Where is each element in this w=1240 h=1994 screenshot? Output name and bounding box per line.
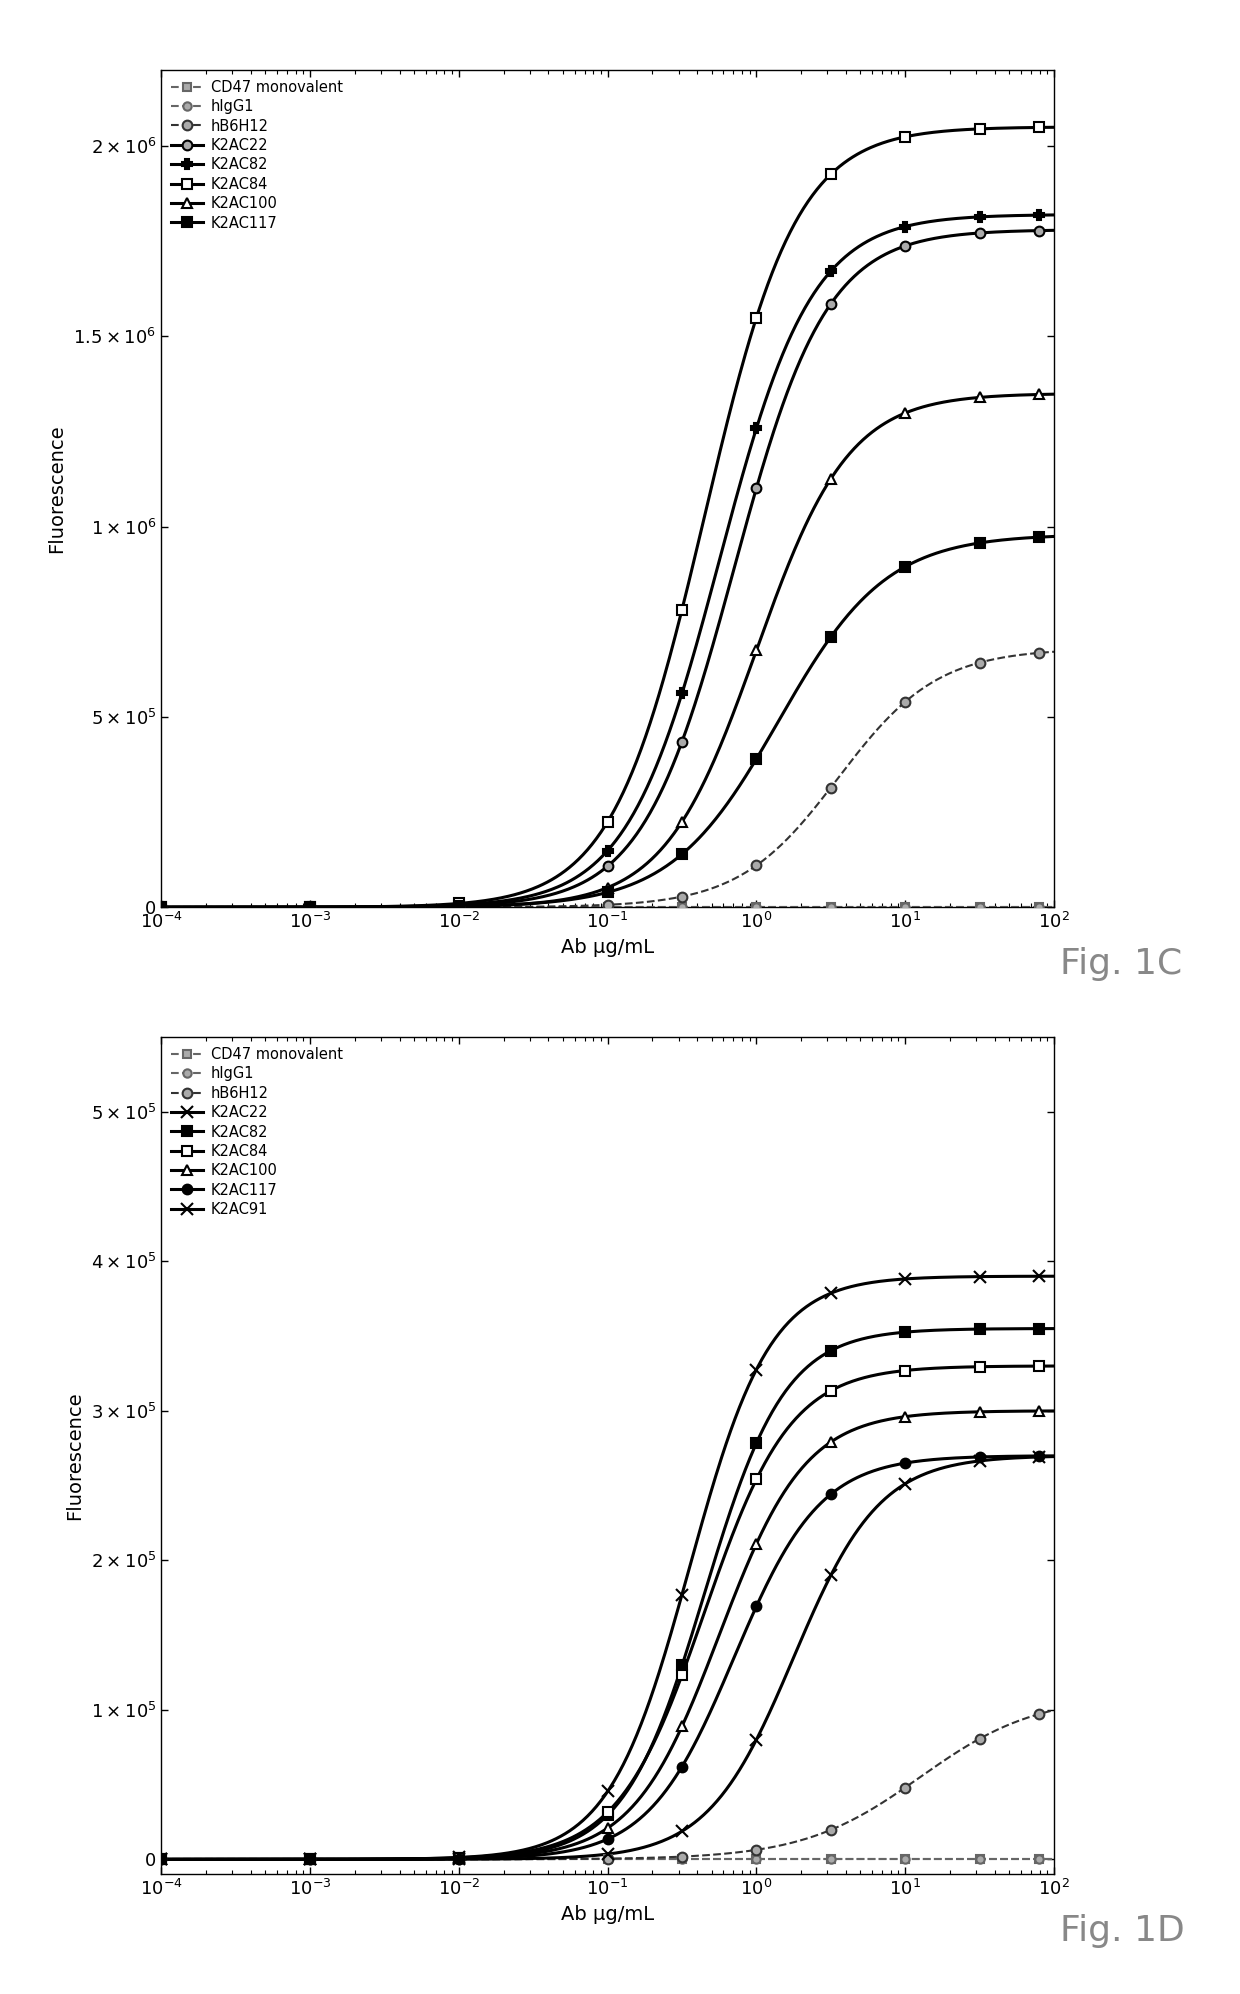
Text: Fig. 1C: Fig. 1C	[1060, 947, 1183, 981]
Y-axis label: Fluorescence: Fluorescence	[64, 1392, 84, 1519]
Legend: CD47 monovalent, hIgG1, hB6H12, K2AC22, K2AC82, K2AC84, K2AC100, K2AC117: CD47 monovalent, hIgG1, hB6H12, K2AC22, …	[169, 78, 346, 233]
X-axis label: Ab μg/mL: Ab μg/mL	[560, 1904, 655, 1924]
Text: Fig. 1D: Fig. 1D	[1060, 1914, 1185, 1948]
X-axis label: Ab μg/mL: Ab μg/mL	[560, 937, 655, 957]
Legend: CD47 monovalent, hIgG1, hB6H12, K2AC22, K2AC82, K2AC84, K2AC100, K2AC117, K2AC91: CD47 monovalent, hIgG1, hB6H12, K2AC22, …	[169, 1045, 346, 1220]
Y-axis label: Fluorescence: Fluorescence	[47, 425, 67, 552]
